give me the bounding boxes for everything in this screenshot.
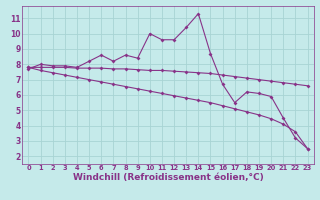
X-axis label: Windchill (Refroidissement éolien,°C): Windchill (Refroidissement éolien,°C) (73, 173, 263, 182)
